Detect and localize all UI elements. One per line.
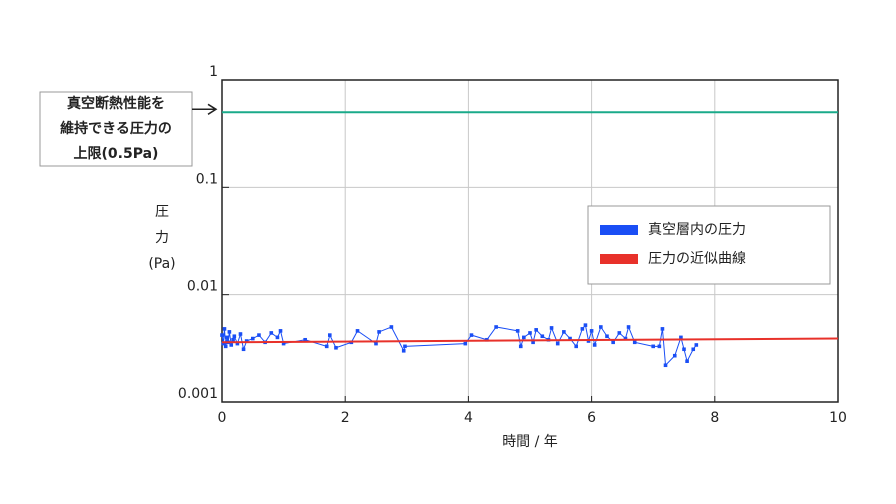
x-tick-label: 0 [218, 410, 227, 426]
data-point [221, 341, 226, 346]
data-point [223, 344, 228, 349]
data-point [663, 363, 668, 368]
data-point [518, 344, 523, 349]
data-point [617, 331, 622, 335]
data-point [401, 348, 406, 353]
data-point [238, 332, 243, 336]
data-point [515, 329, 520, 333]
data-point [232, 334, 237, 339]
data-point [583, 323, 588, 327]
data-point [672, 353, 677, 358]
data-point [660, 327, 665, 331]
annotation-text: 上限(0.5Pa) [74, 146, 159, 162]
x-axis-label: 時間 / 年 [502, 434, 558, 450]
data-point [531, 340, 535, 345]
data-point [303, 337, 307, 342]
data-point [589, 329, 594, 333]
data-point [244, 339, 249, 343]
y-tick-label: 0.1 [196, 171, 218, 187]
y-axis-label: (Pa) [148, 256, 175, 272]
data-point [227, 330, 232, 334]
data-point [222, 327, 227, 331]
data-point [463, 341, 468, 346]
data-point [355, 329, 360, 333]
x-tick-label: 10 [829, 410, 847, 426]
data-point [682, 347, 686, 352]
data-point [328, 333, 332, 337]
plot-frame [221, 79, 839, 403]
data-point [568, 336, 572, 341]
x-tick-label: 8 [710, 410, 719, 426]
data-point [324, 344, 329, 349]
data-point [651, 344, 655, 349]
data-point [685, 359, 689, 363]
data-point [251, 336, 255, 341]
x-tick-label: 2 [341, 410, 350, 426]
data-point [278, 329, 283, 333]
data-point [562, 330, 566, 334]
x-tick-label: 4 [464, 410, 473, 426]
data-point [220, 333, 224, 337]
data-point [241, 347, 246, 352]
y-tick-label: 1 [209, 64, 218, 80]
data-point [694, 343, 699, 347]
legend-swatch [600, 225, 638, 235]
annotation-text: 維持できる圧力の [60, 120, 172, 137]
data-point [657, 344, 662, 349]
data-point [334, 345, 338, 350]
annotation-text: 真空断熱性能を [67, 95, 165, 112]
data-point [611, 340, 615, 345]
data-point [691, 347, 696, 352]
data-point [257, 333, 261, 337]
data-point [528, 331, 532, 335]
data-point [534, 328, 538, 332]
data-point [389, 325, 394, 329]
y-axis-label: 力 [155, 230, 169, 246]
data-point [599, 325, 603, 329]
data-point [275, 335, 280, 340]
y-tick-label: 0.01 [187, 279, 218, 295]
data-point [592, 343, 597, 347]
data-point [231, 337, 235, 342]
data-point [605, 334, 609, 339]
y-axis-label: 圧 [155, 204, 169, 220]
data-point [494, 325, 498, 329]
data-point [403, 344, 407, 349]
data-point [580, 327, 585, 331]
data-point [225, 335, 229, 340]
data-point [522, 335, 526, 340]
data-point [626, 325, 631, 329]
legend-swatch [600, 254, 638, 264]
legend-label: 真空層内の圧力 [648, 222, 746, 238]
series-line [221, 324, 697, 367]
data-point [679, 335, 683, 340]
data-point [574, 344, 578, 349]
data-point [281, 341, 286, 346]
data-point [269, 331, 274, 335]
data-point [229, 343, 234, 347]
series-line [221, 337, 839, 344]
data-point [549, 326, 554, 330]
x-tick-label: 6 [587, 410, 596, 426]
annotation-arrowhead [207, 103, 218, 115]
data-point [235, 341, 240, 346]
data-point [623, 336, 628, 341]
data-point [632, 340, 637, 345]
data-point [555, 341, 560, 346]
annotation-box [39, 91, 193, 167]
y-tick-label: 0.001 [178, 386, 218, 402]
data-point [374, 341, 378, 346]
data-point [469, 333, 474, 337]
data-point [377, 330, 381, 334]
legend-label: 圧力の近似曲線 [648, 251, 746, 267]
data-point [540, 334, 545, 339]
legend-box [587, 205, 831, 285]
